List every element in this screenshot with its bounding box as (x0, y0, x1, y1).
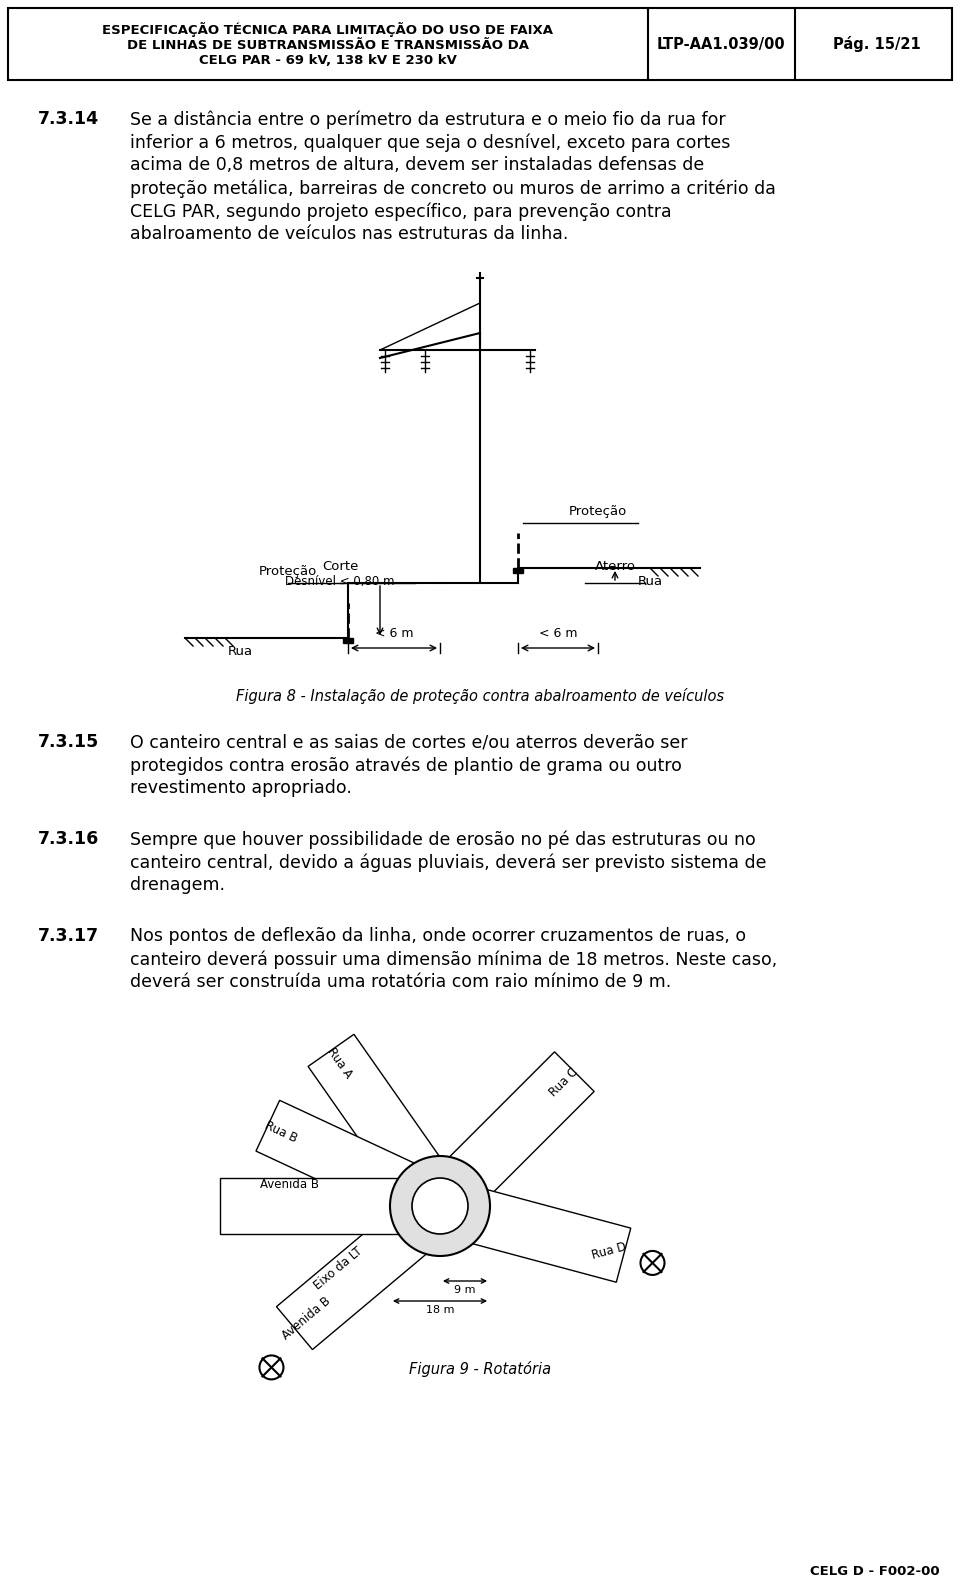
Text: Figura 8 - Instalação de proteção contra abalroamento de veículos: Figura 8 - Instalação de proteção contra… (236, 689, 724, 704)
Text: 18 m: 18 m (425, 1305, 454, 1314)
Text: ESPECIFICAÇÃO TÉCNICA PARA LIMITAÇÃO DO USO DE FAIXA
DE LINHAS DE SUBTRANSMISSÃO: ESPECIFICAÇÃO TÉCNICA PARA LIMITAÇÃO DO … (103, 22, 554, 66)
Circle shape (412, 1177, 468, 1234)
Text: Sempre que houver possibilidade de erosão no pé das estruturas ou no: Sempre que houver possibilidade de erosã… (130, 831, 756, 848)
Bar (513, 567, 523, 574)
Text: 7.3.17: 7.3.17 (38, 927, 99, 946)
Text: abalroamento de veículos nas estruturas da linha.: abalroamento de veículos nas estruturas … (130, 225, 568, 243)
Text: Rua C: Rua C (547, 1065, 581, 1098)
Text: Rua: Rua (637, 575, 662, 588)
Text: Rua: Rua (228, 645, 252, 659)
Polygon shape (276, 1185, 458, 1349)
Bar (8, 8, 952, 80)
Text: protegidos contra erosão através de plantio de grama ou outro: protegidos contra erosão através de plan… (130, 756, 682, 774)
Polygon shape (308, 1034, 463, 1221)
Text: CELG PAR, segundo projeto específico, para prevenção contra: CELG PAR, segundo projeto específico, pa… (130, 202, 672, 221)
Bar (343, 638, 353, 643)
Polygon shape (220, 1177, 440, 1234)
Polygon shape (420, 1051, 594, 1226)
Text: canteiro deverá possuir uma dimensão mínima de 18 metros. Neste caso,: canteiro deverá possuir uma dimensão mín… (130, 950, 778, 969)
Text: 7.3.16: 7.3.16 (38, 831, 99, 848)
Text: < 6 m: < 6 m (539, 627, 577, 640)
Text: 9 m: 9 m (454, 1284, 476, 1295)
Text: O canteiro central e as saias de cortes e/ou aterros deverão ser: O canteiro central e as saias de cortes … (130, 733, 687, 752)
Text: Se a distância entre o perímetro da estrutura e o meio fio da rua for: Se a distância entre o perímetro da estr… (130, 110, 726, 129)
Text: inferior a 6 metros, qualquer que seja o desnível, exceto para cortes: inferior a 6 metros, qualquer que seja o… (130, 132, 731, 151)
Text: Rua A: Rua A (324, 1045, 355, 1081)
Text: 7.3.15: 7.3.15 (38, 733, 99, 752)
Text: Figura 9 - Rotatória: Figura 9 - Rotatória (409, 1362, 551, 1377)
Text: Eixo da LT: Eixo da LT (311, 1243, 365, 1292)
Text: Avenida B: Avenida B (260, 1177, 320, 1190)
Text: Avenida B: Avenida B (279, 1294, 333, 1343)
Text: Rua B: Rua B (263, 1119, 300, 1146)
Text: < 6 m: < 6 m (374, 627, 413, 640)
Text: canteiro central, devido a águas pluviais, deverá ser previsto sistema de: canteiro central, devido a águas pluviai… (130, 853, 766, 872)
Text: revestimento apropriado.: revestimento apropriado. (130, 779, 352, 797)
Text: Nos pontos de deflexão da linha, onde ocorrer cruzamentos de ruas, o: Nos pontos de deflexão da linha, onde oc… (130, 927, 746, 946)
Text: LTP-AA1.039/00: LTP-AA1.039/00 (657, 36, 785, 52)
Text: Rua D: Rua D (590, 1240, 628, 1262)
Circle shape (390, 1157, 490, 1256)
Text: 7.3.14: 7.3.14 (38, 110, 99, 128)
Text: deverá ser construída uma rotatória com raio mínimo de 9 m.: deverá ser construída uma rotatória com … (130, 972, 671, 991)
Text: Pág. 15/21: Pág. 15/21 (833, 36, 921, 52)
Text: Proteção: Proteção (259, 566, 317, 578)
Polygon shape (433, 1179, 631, 1283)
Polygon shape (256, 1100, 452, 1231)
Text: Corte: Corte (322, 559, 358, 574)
Text: proteção metálica, barreiras de concreto ou muros de arrimo a critério da: proteção metálica, barreiras de concreto… (130, 180, 776, 197)
Text: Desnível < 0,80 m: Desnível < 0,80 m (285, 575, 395, 588)
Text: Proteção: Proteção (569, 504, 627, 519)
Text: Aterro: Aterro (594, 559, 636, 574)
Text: drenagem.: drenagem. (130, 876, 225, 894)
Text: acima de 0,8 metros de altura, devem ser instaladas defensas de: acima de 0,8 metros de altura, devem ser… (130, 156, 705, 173)
Text: CELG D - F002-00: CELG D - F002-00 (810, 1565, 940, 1576)
